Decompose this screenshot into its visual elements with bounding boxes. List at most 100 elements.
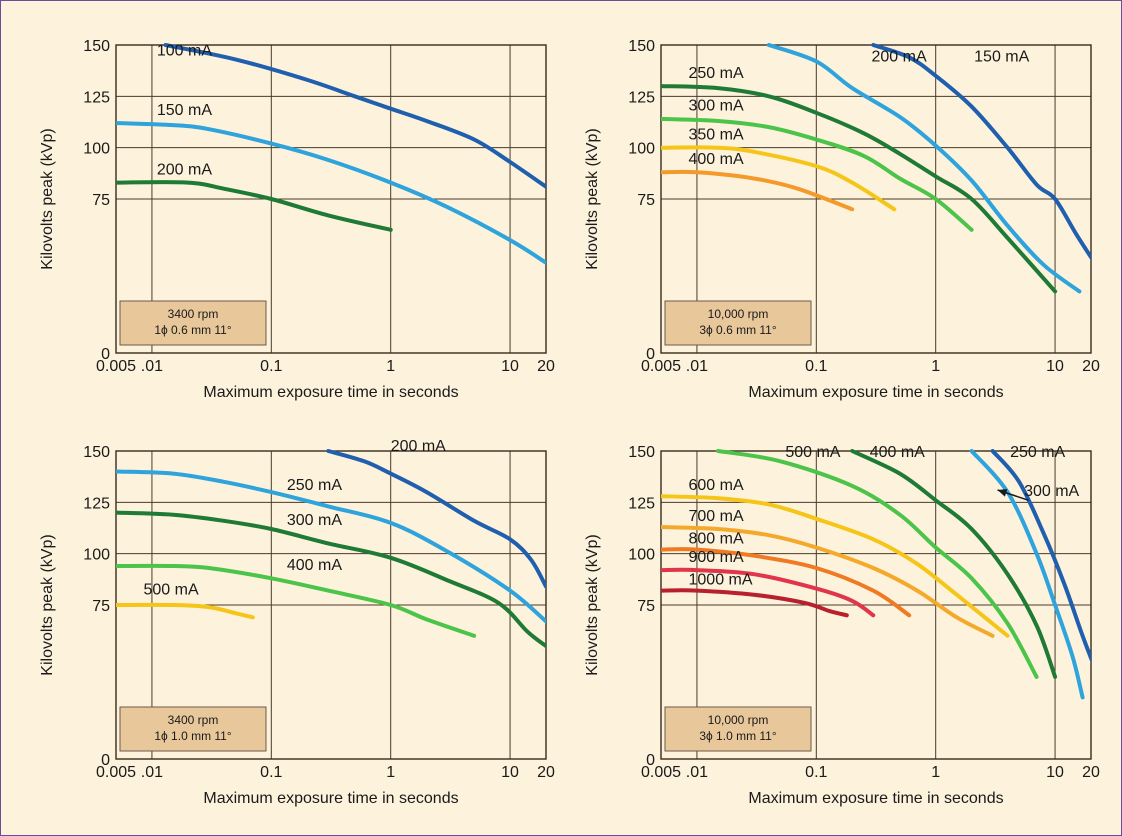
chart-4-annotation-arrow-head: [997, 489, 1008, 497]
chart-1-x-tick-label: 0.1: [260, 358, 282, 375]
chart-1-x-tick-label: 1: [386, 358, 395, 375]
chart-3-y-tick-label: 150: [83, 444, 110, 461]
chart-1-info-line: 3400 rpm: [168, 307, 219, 321]
chart-2-x-tick-label: 10: [1046, 358, 1064, 375]
chart-1-x-tick-label: 0.005: [96, 358, 136, 375]
chart-3-series-500-ma: [116, 602, 255, 620]
chart-4-series-label: 250 mA: [1010, 444, 1065, 461]
chart-4-series-label: 900 mA: [689, 549, 744, 566]
chart-1-y-axis-title: Kilovolts peak (kVp): [39, 128, 56, 269]
chart-4-y-tick-label: 150: [628, 444, 655, 461]
chart-4-x-tick-label: 1: [931, 764, 940, 781]
chart-4-plot-border: [660, 450, 1092, 760]
chart-3-x-tick-label: 1: [386, 764, 395, 781]
chart-2-series-350-ma: [661, 145, 897, 212]
chart-4-series-400-ma: [850, 449, 1058, 679]
chart-2-series-label: 400 mA: [689, 151, 744, 168]
chart-3-y-tick-label: 75: [92, 598, 110, 615]
chart-4-series-label: 600 mA: [689, 477, 744, 494]
chart-3-series-label: 200 mA: [391, 438, 446, 455]
chart-2-series-label: 200 mA: [872, 48, 927, 65]
chart-2-y-axis-title: Kilovolts peak (kVp): [584, 128, 601, 269]
chart-4-x-tick-label: 20: [1082, 764, 1100, 781]
chart-2-series-250-ma: [661, 84, 1058, 294]
chart-2-x-tick-label: .01: [686, 358, 708, 375]
chart-3-x-tick-label: 0.1: [260, 764, 282, 781]
chart-2: 0.005 .01 0.1 1 10 20 0 75 100 125 150 Maximum expo…: [584, 38, 1100, 401]
chart-2-series-label: 150 mA: [974, 48, 1029, 65]
chart-3-series-label: 300 mA: [287, 512, 342, 529]
chart-4-info-box: [664, 706, 812, 752]
chart-1-x-tick-label: .01: [141, 358, 163, 375]
chart-3-x-axis-title: Maximum exposure time in seconds: [203, 790, 458, 807]
chart-3-info-box: [119, 706, 267, 752]
chart-2-y-tick-label: 0: [646, 346, 655, 363]
chart-3-series-label: 500 mA: [144, 582, 199, 599]
chart-3-y-tick-label: 125: [83, 495, 110, 512]
chart-1-series-label: 150 mA: [157, 102, 212, 119]
chart-4-series-800-ma: [661, 547, 912, 618]
chart-2-series-150-ma: [871, 43, 1091, 261]
chart-4-x-tick-label: 0.005: [641, 764, 681, 781]
chart-2-series-200-ma: [766, 43, 1082, 294]
chart-1-y-tick-label: 125: [83, 89, 110, 106]
chart-4-y-axis-title: Kilovolts peak (kVp): [584, 534, 601, 675]
chart-4: 0.005 .01 0.1 1 10 20 0 75 100 125 150 Maximum expo…: [584, 444, 1100, 807]
chart-2-series-label: 250 mA: [689, 65, 744, 82]
chart-4-series-900-ma: [661, 567, 876, 618]
chart-1-y-tick-label: 150: [83, 38, 110, 55]
chart-2-info-line: 3ϕ 0.6 mm 11°: [699, 323, 777, 337]
chart-2-y-tick-label: 150: [628, 38, 655, 55]
chart-3-series-300-ma: [116, 510, 546, 649]
chart-3-y-axis-title: Kilovolts peak (kVp): [39, 534, 56, 675]
chart-4-series-label: 700 mA: [689, 508, 744, 525]
chart-2-info-line: 10,000 rpm: [708, 307, 769, 321]
chart-4-x-tick-label: 10: [1046, 764, 1064, 781]
chart-4-info-line: 10,000 rpm: [708, 713, 769, 727]
chart-4-x-tick-label: .01: [686, 764, 708, 781]
chart-2-y-tick-label: 100: [628, 141, 655, 158]
chart-4-series-label: 400 mA: [870, 444, 925, 461]
chart-4-series-label: 500 mA: [785, 444, 840, 461]
chart-3-series-label: 400 mA: [287, 557, 342, 574]
chart-1-y-tick-label: 0: [101, 346, 110, 363]
chart-1-series-label: 200 mA: [157, 161, 212, 178]
chart-4-x-axis-title: Maximum exposure time in seconds: [748, 790, 1003, 807]
chart-4-series-label: 300 mA: [1024, 483, 1079, 500]
chart-2-series-400-ma: [661, 169, 855, 212]
chart-3-y-tick-label: 100: [83, 547, 110, 564]
chart-3-info-line: 1ϕ 1.0 mm 11°: [154, 729, 232, 743]
chart-2-series-label: 300 mA: [689, 98, 744, 115]
chart-4-series-label: 800 mA: [689, 530, 744, 547]
chart-4-series-250-ma: [990, 449, 1091, 664]
chart-1-x-tick-label: 20: [537, 358, 555, 375]
chart-1-info-line: 1ϕ 0.6 mm 11°: [154, 323, 232, 337]
chart-1-y-tick-label: 100: [83, 141, 110, 158]
chart-4-series-700-ma: [661, 525, 995, 638]
chart-2-x-axis-title: Maximum exposure time in seconds: [748, 384, 1003, 401]
chart-2-y-tick-label: 75: [637, 192, 655, 209]
chart-1: 0.005 .01 0.1 1 10 20 0 75 100 125 150 Maximum expo…: [39, 38, 555, 401]
chart-1-info-box: [119, 300, 267, 346]
chart-2-series-label: 350 mA: [689, 126, 744, 143]
chart-3-x-tick-label: 10: [501, 764, 519, 781]
chart-4-info-line: 3ϕ 1.0 mm 11°: [699, 729, 777, 743]
chart-4-x-tick-label: 0.1: [805, 764, 827, 781]
chart-2-x-tick-label: 20: [1082, 358, 1100, 375]
chart-3-x-tick-label: 20: [537, 764, 555, 781]
chart-2-info-box: [664, 300, 812, 346]
chart-1-x-axis-title: Maximum exposure time in seconds: [203, 384, 458, 401]
chart-2-x-tick-label: 1: [931, 358, 940, 375]
chart-3-info-line: 3400 rpm: [168, 713, 219, 727]
chart-2-x-tick-label: 0.1: [805, 358, 827, 375]
chart-4-series-300-ma: [969, 449, 1085, 700]
chart-3-series-200-ma: [326, 449, 546, 589]
chart-4-y-tick-label: 125: [628, 495, 655, 512]
chart-4-series-500-ma: [716, 449, 1039, 679]
chart-1-series-label: 100 mA: [157, 42, 212, 59]
chart-3-series-label: 250 mA: [287, 477, 342, 494]
chart-3-series-400-ma: [116, 563, 477, 638]
chart-2-series-300-ma: [661, 116, 974, 232]
